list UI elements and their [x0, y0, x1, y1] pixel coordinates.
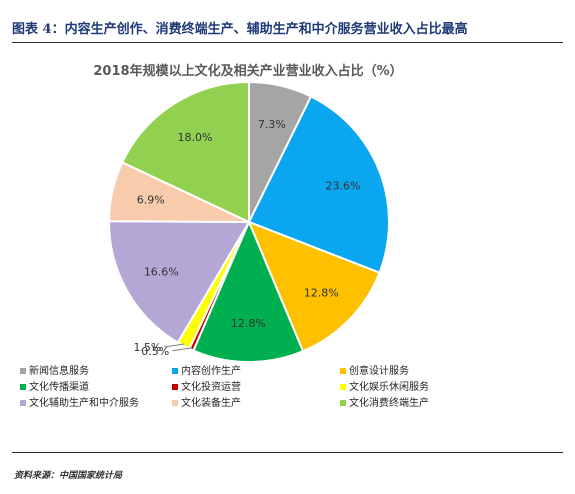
legend-label-5: 文化娱乐休闲服务 — [349, 380, 429, 393]
legend-label-7: 文化装备生产 — [181, 396, 241, 409]
slice-value-label-8: 18.0% — [178, 131, 213, 144]
leader-line-5 — [164, 343, 185, 348]
legend-label-3: 文化传播渠道 — [29, 380, 89, 393]
slice-value-label-1: 23.6% — [326, 180, 361, 193]
slice-value-label-4: 0.5% — [141, 345, 169, 358]
legend-swatch-1 — [172, 368, 178, 374]
figure-title: 图表 4：内容生产创作、消费终端生产、辅助生产和中介服务营业收入占比最高 — [12, 22, 468, 37]
pie-slice-2 — [247, 220, 381, 353]
pie-slice-1 — [247, 95, 390, 275]
pie-slice-3 — [192, 219, 305, 363]
legend-swatch-8 — [340, 400, 346, 406]
slice-value-label-5: 1.5% — [133, 341, 161, 354]
top-rule — [12, 42, 563, 43]
legend-swatch-5 — [340, 384, 346, 390]
legend-label-6: 文化辅助生产和中介服务 — [29, 396, 139, 409]
legend-swatch-2 — [340, 368, 346, 374]
chart-title: 2018年规模以上文化及相关产业营业收入占比（%） — [93, 63, 402, 79]
leader-lines — [164, 343, 193, 352]
slice-value-label-2: 12.8% — [304, 286, 339, 299]
legend-swatch-4 — [172, 384, 178, 390]
pie-chart: 2018年规模以上文化及相关产业营业收入占比（%） 7.3% 23.6% 12.8%… — [20, 63, 429, 409]
slice-value-label-0: 7.3% — [258, 118, 286, 131]
pie-slice-8 — [120, 80, 250, 224]
legend-label-8: 文化消费终端生产 — [349, 396, 429, 409]
slice-value-label-3: 12.8% — [231, 317, 266, 330]
legend-swatch-0 — [20, 368, 26, 374]
legend-label-2: 创意设计服务 — [349, 364, 409, 377]
leader-line-4 — [172, 347, 193, 352]
legend-label-0: 新闻信息服务 — [29, 364, 89, 377]
legend-swatch-3 — [20, 384, 26, 390]
bottom-rule — [12, 452, 563, 453]
pie-slice-6 — [107, 220, 251, 344]
legend-label-1: 内容创作生产 — [181, 364, 241, 377]
slice-value-label-6: 16.6% — [144, 266, 179, 279]
slice-value-label-7: 6.9% — [137, 194, 165, 207]
source-note: 资料来源：中国国家统计局 — [14, 471, 123, 481]
legend-swatch-6 — [20, 400, 26, 406]
legend-label-4: 文化投资运营 — [181, 380, 241, 393]
legend-swatch-7 — [172, 400, 178, 406]
slice-labels: 7.3% 23.6% 12.8% 12.8% 0.5%1.5% 16.6% 6.9% 18.0… — [133, 118, 360, 358]
